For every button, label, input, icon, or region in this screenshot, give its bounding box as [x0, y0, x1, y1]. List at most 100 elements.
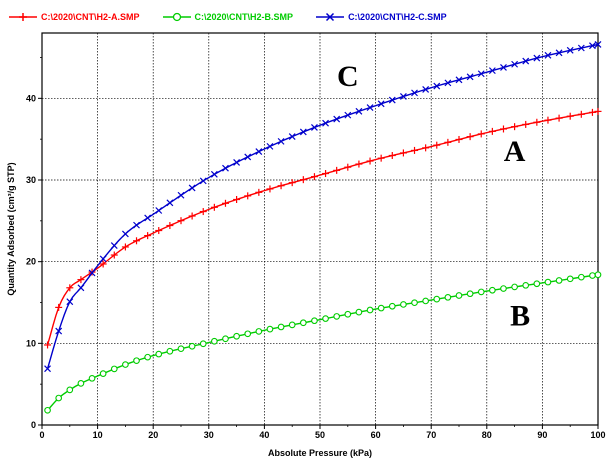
data-point [244, 192, 252, 200]
data-point [166, 222, 174, 230]
legend: C:\2020\CNT\H2-A.SMP C:\2020\CNT\H2-B.SM… [8, 9, 469, 25]
y-axis-title: Quantity Adsorbed (cm³/g STP) [6, 162, 16, 295]
data-point [366, 306, 374, 314]
data-point [322, 119, 329, 127]
data-point [277, 323, 285, 331]
data-point [594, 271, 602, 279]
data-point [555, 49, 563, 57]
data-point [255, 148, 263, 156]
legend-label-b: C:\2020\CNT\H2-B.SMP [194, 12, 294, 22]
data-point [266, 142, 274, 150]
data-point [388, 152, 396, 160]
x-tick-label: 10 [93, 430, 103, 440]
data-point [388, 96, 396, 104]
data-point [566, 46, 574, 54]
data-point [333, 166, 341, 174]
data-point [522, 120, 530, 128]
data-point [444, 138, 452, 146]
data-point [522, 57, 530, 65]
data-point [566, 112, 574, 120]
data-point [533, 54, 541, 62]
data-point [55, 303, 63, 311]
data-point [544, 116, 552, 124]
data-point [377, 154, 385, 162]
data-point [322, 170, 330, 178]
data-point [477, 70, 485, 78]
data-point [55, 394, 63, 402]
x-tick-label: 50 [315, 430, 325, 440]
data-point [288, 321, 296, 329]
data-point [477, 288, 485, 296]
data-point [455, 76, 463, 84]
data-point [166, 199, 174, 207]
data-point [77, 380, 85, 387]
data-point [277, 137, 285, 145]
data-point [299, 128, 307, 136]
legend-item-a: C:\2020\CNT\H2-A.SMP [8, 12, 140, 22]
x-tick-label: 0 [39, 430, 44, 440]
data-point [99, 370, 107, 377]
data-point [199, 208, 207, 216]
data-point [66, 284, 74, 292]
data-point [155, 227, 163, 235]
data-point [266, 185, 274, 193]
data-point [66, 386, 74, 394]
data-point [277, 182, 285, 190]
y-tick-label: 10 [26, 338, 36, 348]
data-point [444, 293, 452, 301]
data-point [511, 123, 519, 131]
data-point [221, 199, 229, 207]
data-point [577, 273, 585, 281]
data-point [533, 280, 541, 288]
x-tick-label: 70 [426, 430, 436, 440]
series-b [44, 271, 602, 414]
data-point [311, 124, 318, 131]
data-point [455, 135, 463, 143]
data-point [355, 160, 363, 168]
data-point [233, 195, 241, 203]
data-point [99, 260, 107, 268]
legend-item-c: C:\2020\CNT\H2-C.SMP [315, 12, 447, 22]
data-point [477, 130, 485, 138]
data-point [333, 115, 341, 123]
data-point [489, 286, 496, 294]
x-tick-label: 20 [148, 430, 158, 440]
y-tick-label: 20 [26, 257, 36, 267]
data-point [222, 164, 229, 172]
data-point [455, 292, 463, 299]
data-point [310, 173, 318, 181]
series-c [44, 41, 602, 373]
legend-circle-marker-icon [162, 12, 191, 22]
data-point [355, 107, 363, 115]
data-point [366, 104, 374, 111]
data-point [211, 337, 218, 345]
data-point [544, 278, 552, 286]
x-tick-label: 100 [590, 430, 605, 440]
x-tick-label: 60 [371, 430, 381, 440]
data-point [500, 285, 507, 292]
data-point [288, 133, 296, 140]
data-point [210, 203, 218, 211]
data-point [77, 276, 85, 284]
data-point [589, 42, 596, 50]
data-point [466, 290, 474, 298]
data-point [400, 301, 407, 308]
data-point [177, 217, 185, 225]
data-point [399, 149, 407, 157]
x-tick-label: 40 [259, 430, 269, 440]
data-point [177, 191, 185, 199]
data-point [488, 67, 496, 75]
series-a [44, 107, 602, 349]
data-point [288, 179, 296, 187]
data-point [555, 277, 563, 284]
data-point [99, 255, 107, 263]
data-point [244, 330, 252, 338]
data-point [144, 232, 152, 240]
series-line [46, 43, 599, 369]
data-point [133, 357, 140, 365]
data-point [433, 82, 441, 90]
y-tick-label: 30 [26, 175, 36, 185]
data-point [66, 298, 74, 306]
data-point [110, 251, 118, 259]
